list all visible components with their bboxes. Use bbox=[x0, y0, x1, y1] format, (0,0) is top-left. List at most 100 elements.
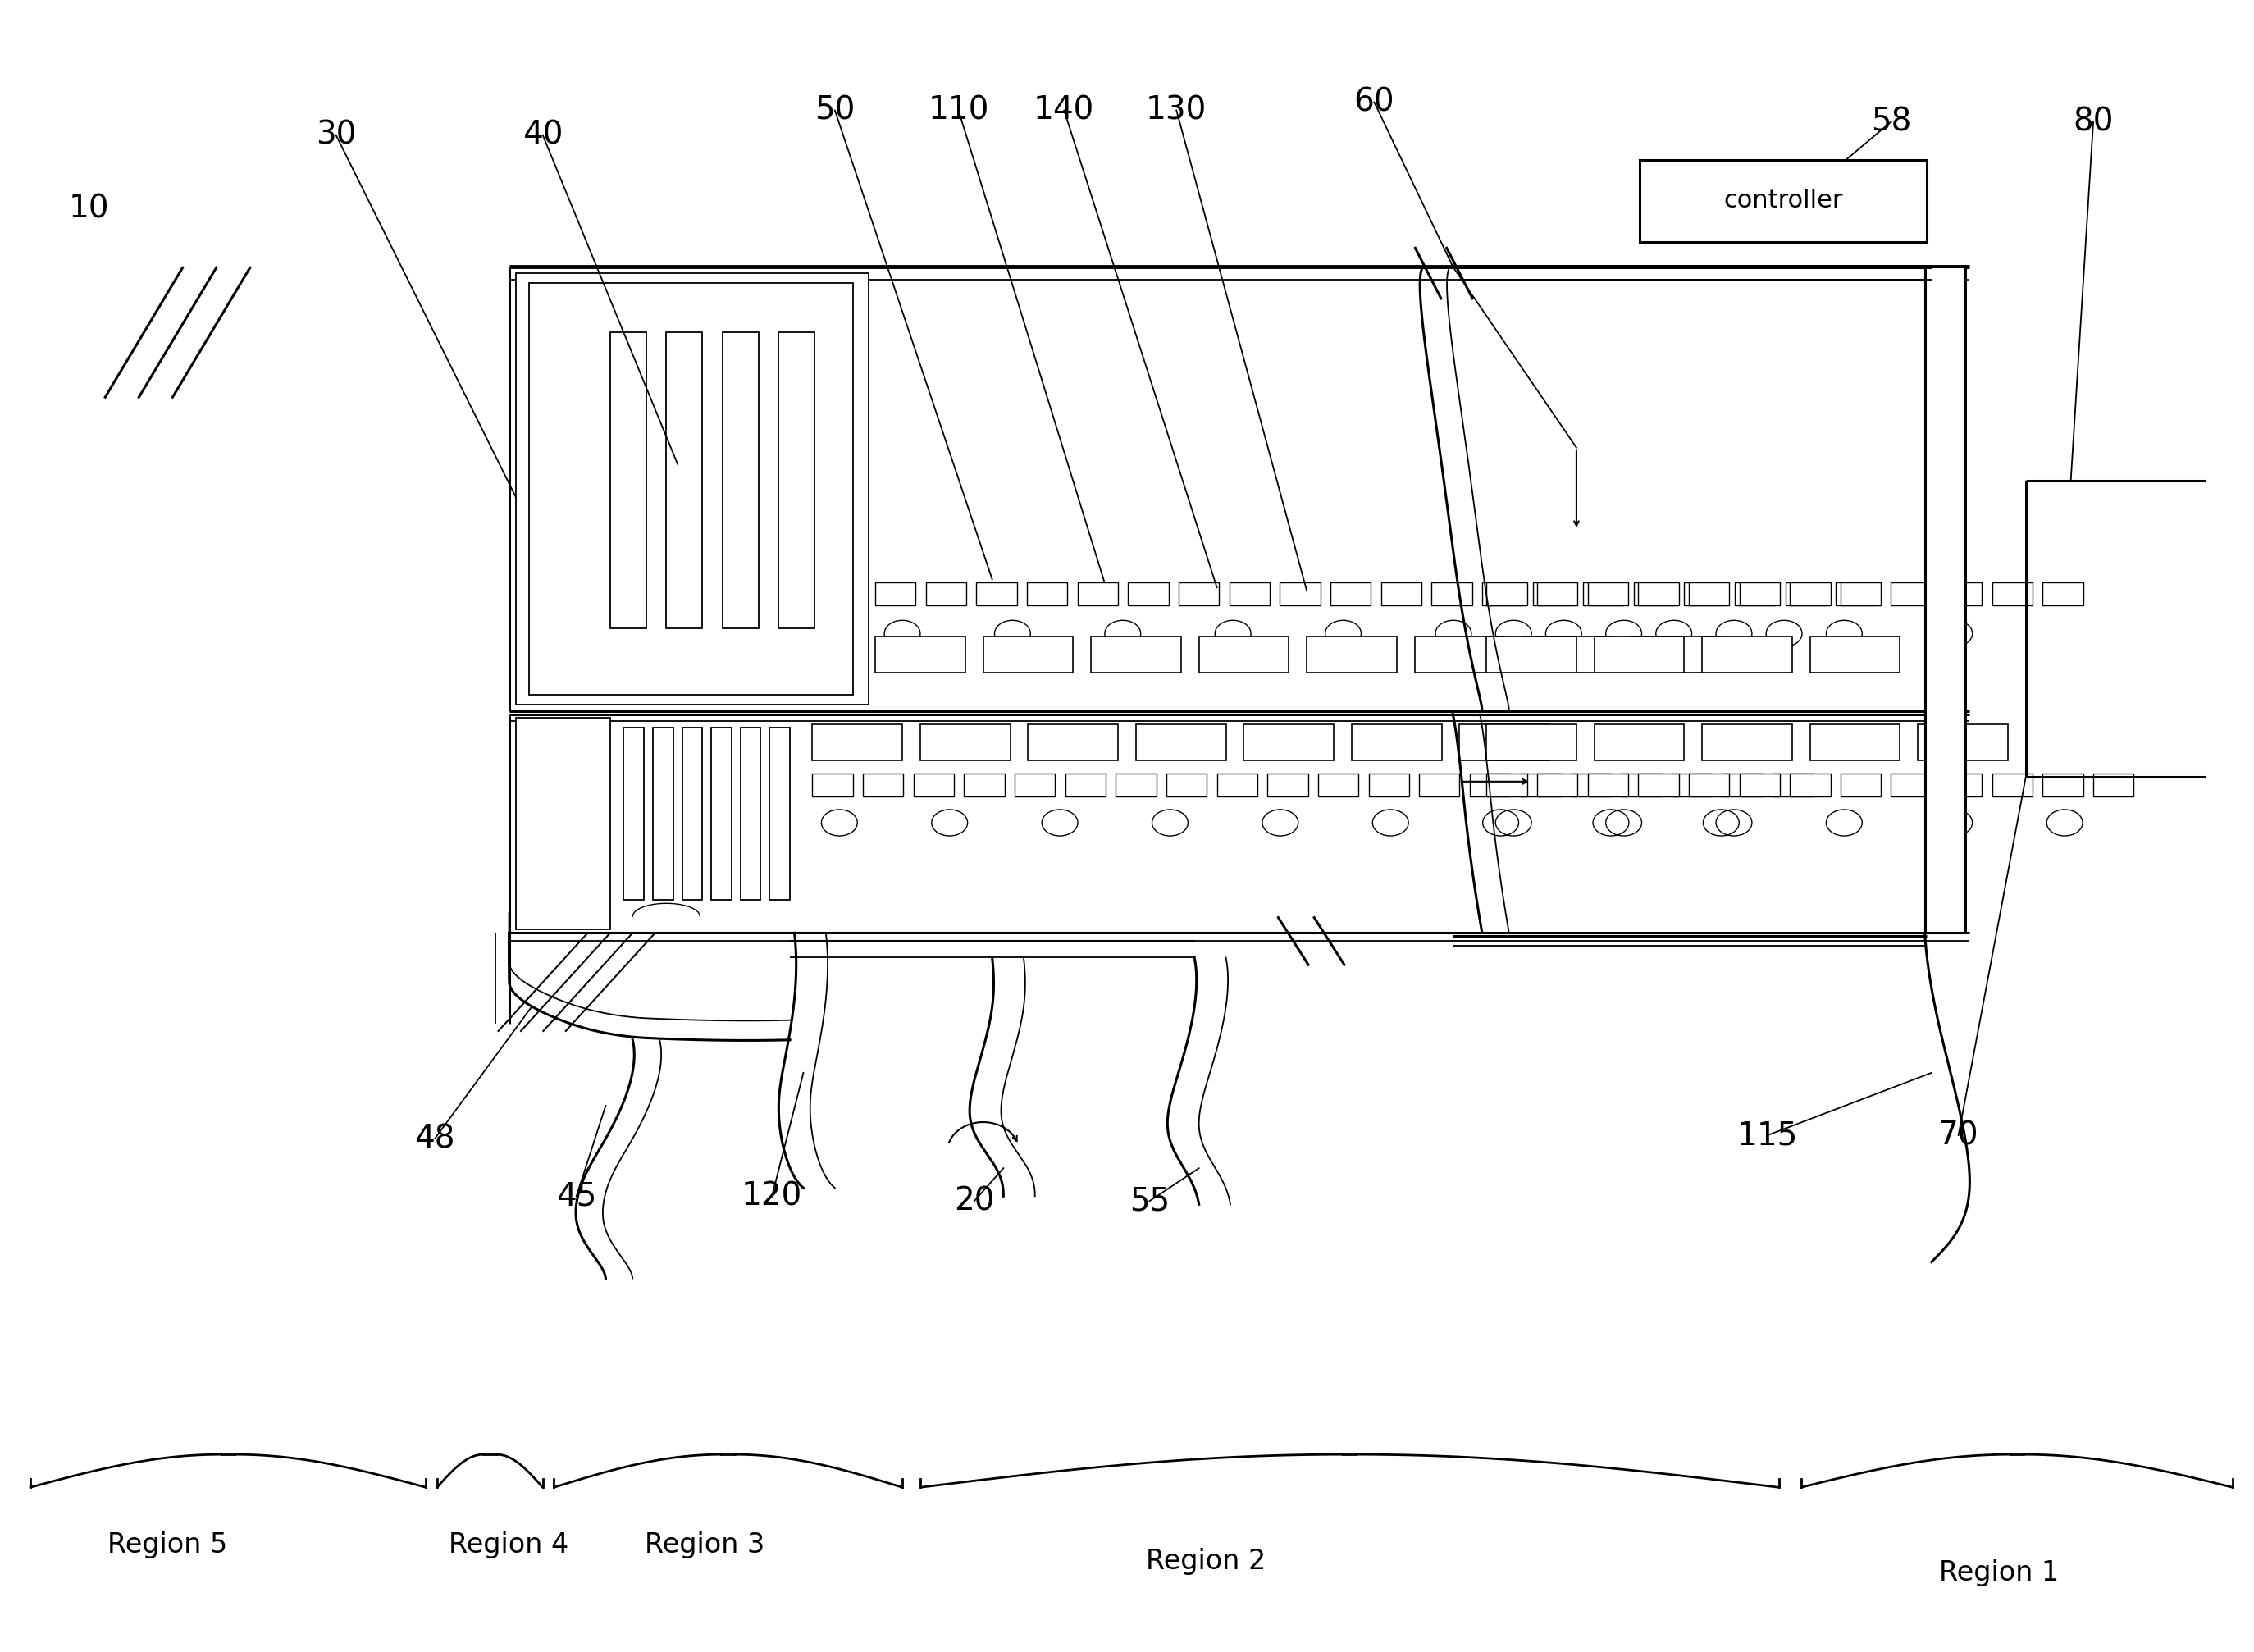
Bar bbox=[2042, 773, 2083, 796]
Text: Region 3: Region 3 bbox=[645, 1531, 764, 1558]
Bar bbox=[1774, 773, 1814, 796]
Bar bbox=[1488, 583, 1526, 606]
Bar bbox=[1028, 583, 1068, 606]
Text: 10: 10 bbox=[68, 193, 108, 225]
Bar bbox=[1179, 583, 1219, 606]
Bar bbox=[712, 727, 733, 900]
Bar bbox=[1672, 773, 1713, 796]
Bar bbox=[1587, 773, 1627, 796]
Bar bbox=[1091, 636, 1181, 672]
Bar bbox=[683, 727, 703, 900]
Bar bbox=[724, 332, 757, 628]
Text: 45: 45 bbox=[557, 1181, 597, 1213]
Text: 40: 40 bbox=[523, 119, 564, 150]
Bar bbox=[1077, 583, 1118, 606]
Bar bbox=[1621, 773, 1661, 796]
Bar bbox=[1790, 583, 1830, 606]
Bar bbox=[667, 332, 703, 628]
Bar bbox=[1165, 773, 1206, 796]
Bar bbox=[1368, 773, 1409, 796]
Text: 130: 130 bbox=[1145, 94, 1206, 126]
Bar bbox=[920, 724, 1010, 760]
Bar bbox=[1307, 636, 1397, 672]
Text: 48: 48 bbox=[415, 1123, 455, 1155]
Bar bbox=[1066, 773, 1107, 796]
Text: 115: 115 bbox=[1738, 1120, 1799, 1151]
Bar bbox=[1634, 583, 1675, 606]
Bar bbox=[1136, 724, 1226, 760]
Bar bbox=[1537, 583, 1578, 606]
Bar bbox=[1352, 724, 1443, 760]
Bar bbox=[530, 282, 852, 694]
Bar bbox=[1028, 724, 1118, 760]
Text: Region 4: Region 4 bbox=[449, 1531, 568, 1558]
Bar bbox=[1483, 583, 1521, 606]
Bar bbox=[1740, 773, 1781, 796]
Bar bbox=[1521, 636, 1612, 672]
Bar bbox=[1228, 583, 1269, 606]
Bar bbox=[1993, 773, 2033, 796]
Text: 70: 70 bbox=[1938, 1120, 1979, 1151]
Bar bbox=[1217, 773, 1258, 796]
Bar bbox=[1594, 636, 1684, 672]
Bar bbox=[1702, 724, 1792, 760]
Text: 120: 120 bbox=[742, 1181, 802, 1213]
Text: controller: controller bbox=[1724, 188, 1844, 213]
Bar bbox=[1267, 773, 1307, 796]
Bar bbox=[1014, 773, 1055, 796]
Bar bbox=[1941, 583, 1981, 606]
Bar bbox=[1842, 583, 1880, 606]
Bar bbox=[976, 583, 1017, 606]
Bar bbox=[1684, 583, 1724, 606]
Bar bbox=[1382, 583, 1422, 606]
Bar bbox=[1722, 773, 1763, 796]
Bar bbox=[1993, 583, 2033, 606]
Bar bbox=[1319, 773, 1359, 796]
Bar bbox=[1199, 636, 1289, 672]
Text: 20: 20 bbox=[953, 1186, 994, 1216]
Bar bbox=[1891, 583, 1932, 606]
Bar bbox=[1594, 724, 1684, 760]
Bar bbox=[1244, 724, 1334, 760]
Bar bbox=[1740, 583, 1781, 606]
Bar bbox=[1519, 773, 1560, 796]
Bar bbox=[1925, 266, 1965, 933]
Text: 110: 110 bbox=[929, 94, 990, 126]
Bar bbox=[1918, 724, 2008, 760]
Bar bbox=[1582, 583, 1623, 606]
Bar bbox=[2094, 773, 2135, 796]
Bar bbox=[1416, 636, 1503, 672]
Bar bbox=[1630, 636, 1720, 672]
Bar bbox=[1488, 636, 1576, 672]
Text: Region 1: Region 1 bbox=[1938, 1559, 2058, 1586]
Bar bbox=[1810, 724, 1900, 760]
Text: Region 5: Region 5 bbox=[108, 1531, 228, 1558]
Bar bbox=[965, 773, 1005, 796]
Bar bbox=[1280, 583, 1321, 606]
Bar bbox=[1488, 724, 1576, 760]
Bar bbox=[516, 273, 868, 704]
Bar bbox=[2042, 583, 2083, 606]
Text: 60: 60 bbox=[1355, 86, 1395, 117]
Text: 50: 50 bbox=[814, 94, 854, 126]
Bar bbox=[1639, 583, 1679, 606]
Bar bbox=[1330, 583, 1370, 606]
Bar bbox=[1571, 773, 1612, 796]
Bar bbox=[1587, 583, 1627, 606]
Bar bbox=[811, 724, 902, 760]
Text: 58: 58 bbox=[1871, 106, 1911, 137]
Bar bbox=[926, 583, 967, 606]
Bar bbox=[863, 773, 904, 796]
Bar bbox=[1702, 636, 1792, 672]
Bar bbox=[742, 727, 760, 900]
Bar bbox=[1533, 583, 1573, 606]
Text: 140: 140 bbox=[1035, 94, 1095, 126]
Bar bbox=[913, 773, 953, 796]
Bar bbox=[769, 727, 789, 900]
Bar bbox=[611, 332, 647, 628]
Bar bbox=[1810, 636, 1900, 672]
Bar bbox=[1470, 773, 1510, 796]
Bar bbox=[1688, 773, 1729, 796]
Bar bbox=[1837, 583, 1875, 606]
Bar bbox=[1736, 583, 1776, 606]
